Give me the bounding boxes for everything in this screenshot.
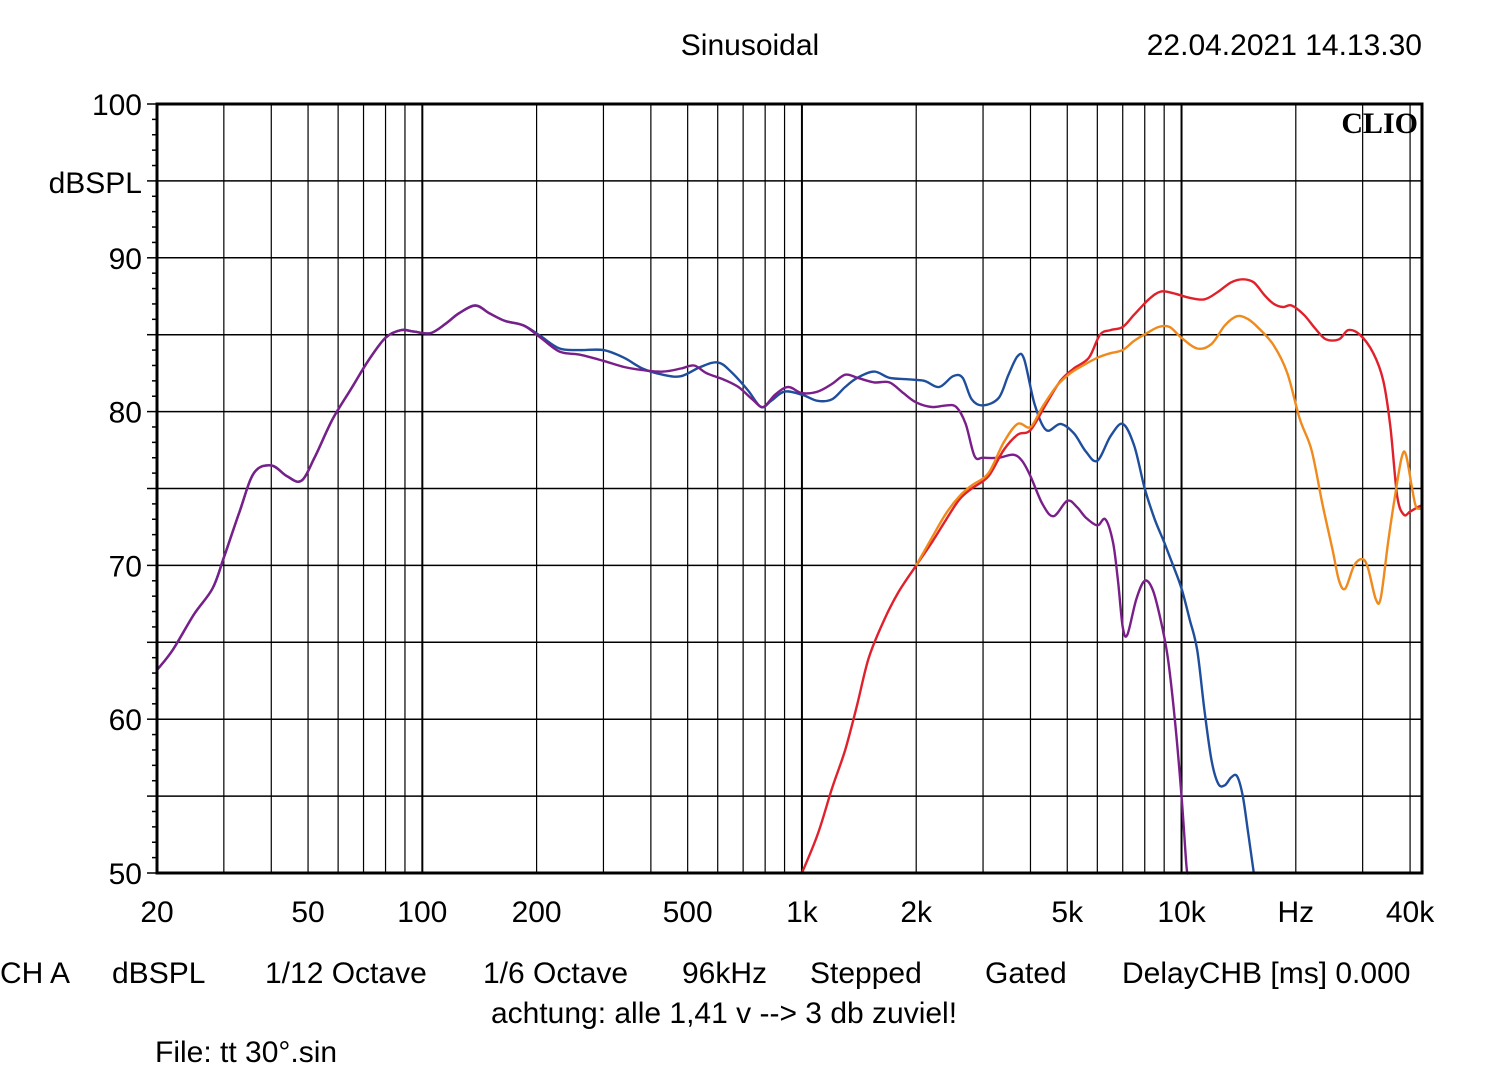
y-tick-labels: 100 90 80 70 60 50	[92, 89, 142, 891]
series-line-red	[800, 278, 1423, 874]
x-tick-label: Hz	[1277, 896, 1314, 929]
chart-title: Sinusoidal	[681, 29, 819, 62]
x-tick-label: 20	[140, 896, 173, 929]
setting-smoothing: 1/6 Octave	[483, 957, 628, 990]
y-tick-label: 100	[92, 89, 142, 122]
x-tick-label: 200	[512, 896, 562, 929]
y-tick-label: 80	[109, 397, 142, 430]
x-tick-label: 50	[291, 896, 324, 929]
x-tick-label: 100	[397, 896, 447, 929]
series-line-blue	[156, 304, 1255, 874]
series-line-orange	[915, 314, 1423, 606]
setting-mode: Stepped	[810, 957, 922, 990]
y-tick-label: 90	[109, 243, 142, 276]
plot-frame	[155, 102, 1424, 875]
file-name: File: tt 30°.sin	[155, 1036, 337, 1069]
setting-unit: dBSPL	[112, 957, 205, 990]
series-line-purple	[156, 304, 1190, 875]
y-tick-label: 50	[109, 858, 142, 891]
plot-series	[156, 278, 1423, 875]
measurement-note: achtung: alle 1,41 v --> 3 db zuviel!	[491, 997, 957, 1030]
x-tick-label: 500	[663, 896, 713, 929]
x-tick-label: 40k	[1386, 896, 1435, 929]
y-tick-label: 60	[109, 704, 142, 737]
setting-gating: Gated	[985, 957, 1067, 990]
timestamp: 22.04.2021 14.13.30	[1147, 29, 1422, 62]
y-axis-label: dBSPL	[49, 167, 142, 200]
x-tick-labels: 20 50 100 200 500 1k 2k 5k 10k Hz 40k	[140, 896, 1435, 929]
plot-grid	[147, 103, 1422, 874]
x-tick-label: 5k	[1051, 896, 1084, 929]
setting-channel: CH A	[0, 957, 70, 990]
setting-samplerate: 96kHz	[682, 957, 767, 990]
x-tick-label: 10k	[1157, 896, 1206, 929]
setting-resolution: 1/12 Octave	[265, 957, 427, 990]
clio-logo: CLIO	[1341, 107, 1418, 140]
x-tick-label: 1k	[786, 896, 819, 929]
measurement-settings: CH A dBSPL 1/12 Octave 1/6 Octave 96kHz …	[0, 957, 1410, 990]
x-tick-label: 2k	[900, 896, 933, 929]
y-tick-label: 70	[109, 550, 142, 583]
setting-delay: DelayCHB [ms] 0.000	[1122, 957, 1410, 990]
